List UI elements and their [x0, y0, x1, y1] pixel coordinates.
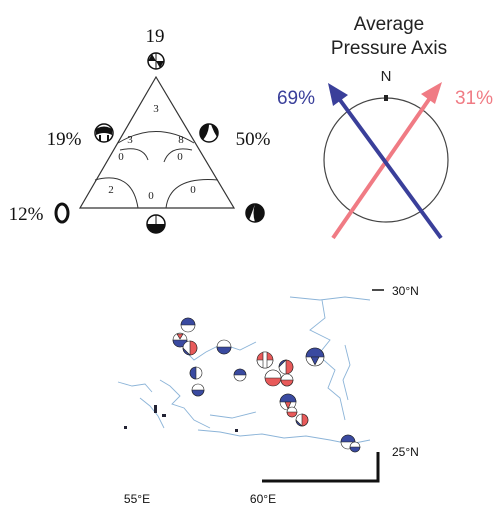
ternary-diagram: 3 3 8 0 0 2 0 0 19 19% 50% 12%	[9, 26, 271, 234]
blue-percent-label: 69%	[277, 88, 315, 109]
map-beachball	[256, 351, 274, 369]
map-beachball	[280, 373, 294, 387]
north-label: N	[381, 68, 392, 85]
region-count-bottom-center: 0	[148, 190, 154, 202]
bottomleft-vertex-percent: 12%	[9, 204, 44, 225]
beachball-right-icon	[199, 123, 219, 143]
blue-pressure-arrow-shaft	[338, 98, 443, 240]
left-vertex-percent: 19%	[47, 129, 82, 150]
scale-bar	[262, 452, 380, 483]
map-beachball	[191, 383, 205, 397]
region-curve-right	[165, 179, 219, 209]
region-curve-center	[119, 148, 193, 163]
map-beachball	[189, 366, 203, 380]
map-beachball	[279, 393, 297, 411]
beachball-bottomleft-icon	[54, 202, 70, 224]
pressure-axis-title-line1: Average	[354, 14, 424, 35]
region-curve-top	[117, 131, 195, 144]
beachball-top-icon	[147, 52, 165, 70]
beachball-left-icon	[94, 123, 114, 143]
lat-25-label: 25°N	[392, 445, 419, 459]
map-beachballs	[172, 317, 361, 453]
map-beachball	[286, 406, 298, 418]
top-vertex-count: 19	[146, 26, 165, 47]
region-count-mid-left: 0	[118, 151, 124, 163]
pressure-axis-title-line2: Pressure Axis	[331, 38, 447, 59]
map-beachball	[349, 441, 361, 453]
map-beachball	[180, 317, 196, 333]
region-count-top: 3	[153, 103, 159, 115]
region-count-bottom-right: 0	[190, 184, 196, 196]
region-curve-left	[94, 177, 139, 209]
blue-pressure-arrowhead	[328, 83, 348, 106]
red-percent-label: 31%	[455, 88, 493, 109]
red-pressure-arrowhead	[421, 82, 442, 104]
beachball-bottomright-icon	[245, 203, 265, 223]
right-vertex-percent: 50%	[236, 129, 271, 150]
region-count-upper-left: 3	[127, 134, 133, 146]
north-tick	[384, 95, 388, 101]
lat-30-label: 30°N	[392, 284, 419, 298]
lon-60-label: 60°E	[250, 492, 276, 506]
map-beachball	[216, 339, 232, 355]
map-beachball	[295, 413, 309, 427]
map-beachball	[233, 368, 247, 382]
region-count-bottom-left: 2	[108, 184, 114, 196]
map-beachball	[182, 340, 198, 356]
lon-55-label: 55°E	[124, 492, 150, 506]
dark-coast-marks	[124, 405, 238, 432]
region-count-upper-right: 8	[178, 134, 184, 146]
map-beachball	[278, 359, 294, 375]
map-beachball	[264, 369, 282, 387]
pressure-axis-diagram: Average Pressure Axis N 69% 31%	[277, 14, 493, 240]
region-count-mid-right: 0	[177, 151, 183, 163]
beachball-bottomcenter-icon	[146, 214, 166, 234]
red-pressure-arrow-shaft	[331, 96, 432, 240]
focal-mechanism-map: 30°N 25°N 55°E 60°E	[117, 284, 419, 506]
map-beachball	[305, 347, 325, 367]
